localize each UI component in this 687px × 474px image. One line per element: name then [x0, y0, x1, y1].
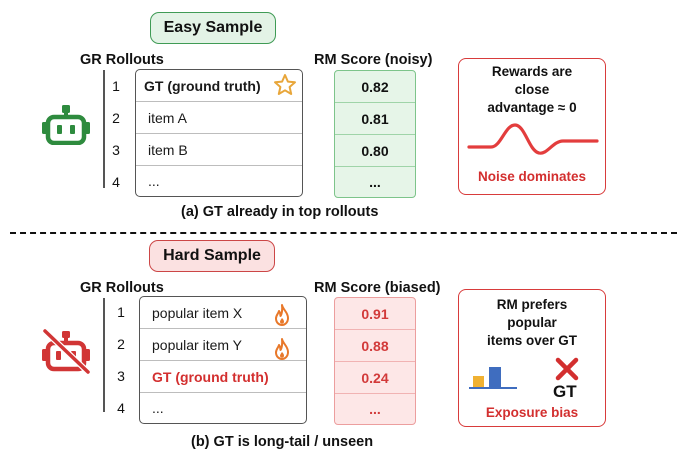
hard-rollout-table: popular item X popular item Y GT (ground…: [139, 296, 307, 424]
easy-row-4-label: ...: [148, 173, 160, 189]
easy-score-4: ...: [369, 174, 381, 190]
easy-box-footer: Noise dominates: [477, 169, 587, 184]
gt-label: GT: [553, 382, 577, 401]
noise-wave-icon: [467, 123, 599, 155]
easy-box-line-3: advantage ≈ 0: [487, 100, 577, 115]
hard-box-line-1: RM prefers: [496, 297, 568, 312]
hard-rollouts-header: GR Rollouts: [80, 280, 164, 296]
fire-icon: [275, 304, 289, 326]
hard-rank-3: 3: [117, 368, 125, 384]
easy-score-1: 0.82: [335, 71, 415, 103]
robot-icon: [42, 105, 90, 145]
hard-explanation-box: RM prefers popular items over GT GT Expo…: [458, 289, 606, 427]
table-row: ...: [136, 166, 302, 196]
hard-rank-1: 1: [117, 304, 125, 320]
x-mark-icon: [555, 357, 579, 381]
easy-caption: (a) GT already in top rollouts: [181, 204, 379, 220]
hard-score-1: 0.91: [335, 298, 415, 330]
easy-sample-badge: Easy Sample: [150, 12, 276, 44]
robot-crossed-icon: [42, 328, 91, 374]
hard-box-footer: Exposure bias: [485, 405, 579, 420]
hard-score-header: RM Score (biased): [314, 280, 441, 296]
hard-rank-2: 2: [117, 336, 125, 352]
easy-score-3: 0.80: [335, 135, 415, 167]
hard-sample-title: Hard Sample: [163, 247, 261, 264]
easy-rank-1: 1: [112, 78, 120, 94]
table-row: item B: [136, 134, 302, 166]
table-row: item A: [136, 102, 302, 134]
easy-row-2-label: item A: [148, 109, 187, 126]
easy-rollout-table: GT (ground truth) item A item B ...: [135, 69, 303, 197]
hard-sample-badge: Hard Sample: [149, 240, 275, 272]
hard-score-column: 0.91 0.88 0.24 ...: [334, 297, 416, 425]
hard-score-4: ...: [369, 401, 381, 417]
hard-row-3-label: GT (ground truth): [152, 368, 269, 385]
hard-row-4-label: ...: [152, 400, 164, 416]
easy-sample-title: Easy Sample: [163, 19, 263, 36]
easy-rank-4: 4: [112, 174, 120, 190]
easy-score-2: 0.81: [335, 103, 415, 135]
easy-row-3-label: item B: [148, 141, 188, 158]
hard-score-3: 0.24: [335, 362, 415, 394]
hard-box-line-2: popular: [507, 315, 557, 330]
table-row: popular item Y: [140, 329, 306, 361]
hard-score-2: 0.88: [335, 330, 415, 362]
fire-icon: [275, 338, 289, 360]
hard-row-2-label: popular item Y: [152, 336, 243, 353]
section-divider: [10, 232, 677, 234]
easy-box-line-2: close: [514, 82, 550, 97]
easy-score-column: 0.82 0.81 0.80 ...: [334, 70, 416, 198]
hard-box-line-3: items over GT: [486, 333, 578, 348]
table-row: ...: [140, 393, 306, 423]
table-row: GT (ground truth): [136, 70, 302, 102]
easy-rank-2: 2: [112, 110, 120, 126]
easy-row-1-label: GT (ground truth): [144, 77, 261, 94]
table-row: GT (ground truth): [140, 361, 306, 393]
hard-rank-4: 4: [117, 400, 125, 416]
easy-rollouts-header: GR Rollouts: [80, 52, 164, 68]
hard-caption: (b) GT is long-tail / unseen: [191, 434, 374, 450]
easy-rank-3: 3: [112, 142, 120, 158]
mini-bar-chart-icon: [469, 367, 517, 389]
table-row: popular item X: [140, 297, 306, 329]
hard-rank-axis: [103, 298, 105, 412]
easy-box-line-1: Rewards are: [491, 64, 573, 79]
star-icon: [274, 74, 296, 95]
easy-score-header: RM Score (noisy): [314, 52, 433, 68]
hard-row-1-label: popular item X: [152, 304, 243, 321]
easy-explanation-box: Rewards are close advantage ≈ 0 Noise do…: [458, 58, 606, 195]
easy-rank-axis: [103, 70, 105, 188]
